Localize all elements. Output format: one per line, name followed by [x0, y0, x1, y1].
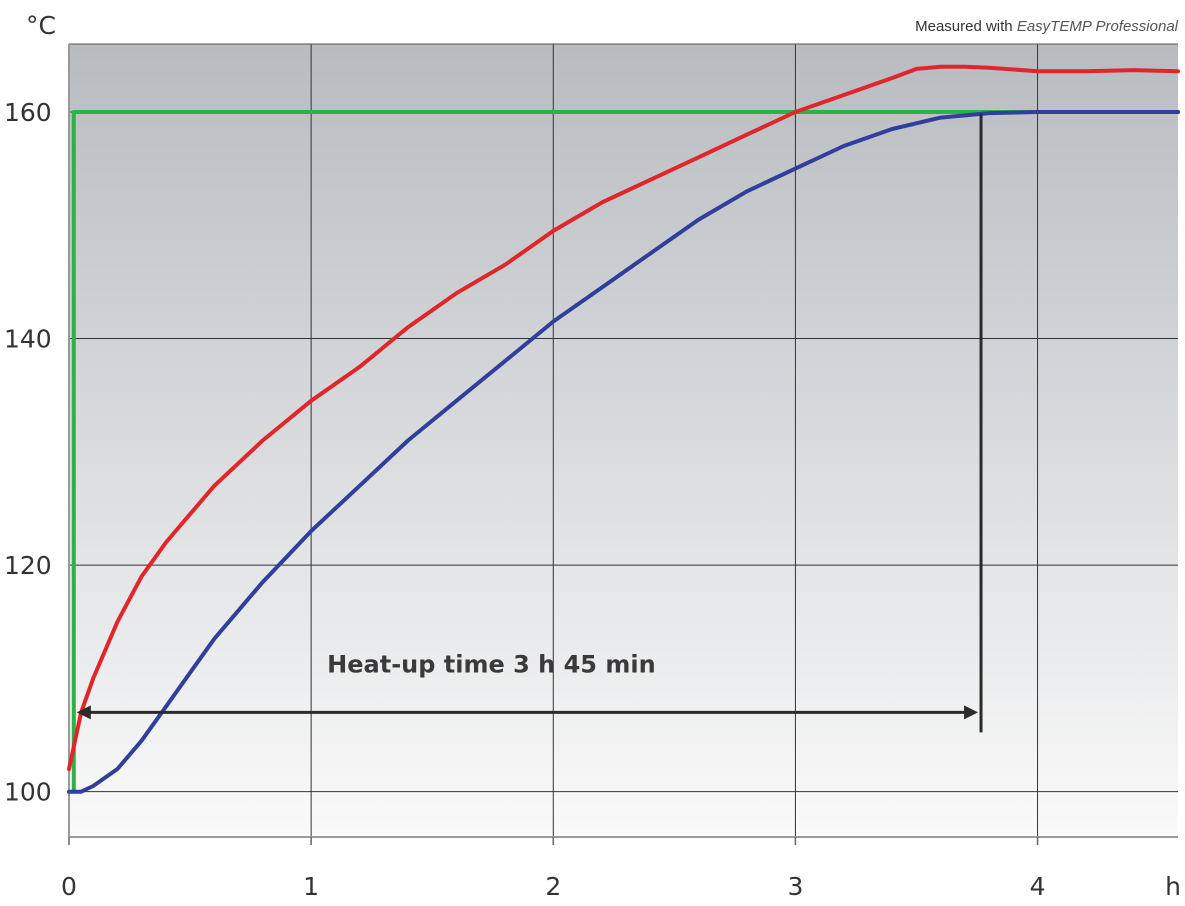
y-axis-unit: °C — [26, 11, 56, 40]
heatup-time-label: Heat-up time 3 h 45 min — [327, 650, 656, 678]
plot-background — [69, 44, 1178, 837]
measurement-note-software: EasyTEMP Professional — [1017, 18, 1179, 35]
y-tick-label: 140 — [4, 325, 52, 354]
x-tick-label: 4 — [1030, 872, 1046, 901]
y-tick-label: 100 — [4, 778, 52, 807]
grid-lines — [68, 43, 1178, 838]
setpoint-line — [71, 110, 1180, 794]
y-tick-label: 160 — [4, 98, 52, 127]
tick-labels: 0 1 2 3 4 100 120 140 160 — [4, 98, 1046, 901]
x-tick-label: 0 — [61, 872, 77, 901]
y-tick-label: 120 — [4, 551, 52, 580]
heater-temperature-line — [67, 64, 1180, 771]
x-axis-unit: h — [1165, 872, 1181, 901]
x-tick-label: 2 — [545, 872, 561, 901]
measurement-note: Measured with EasyTEMP Professional — [915, 18, 1179, 35]
measurement-note-prefix: Measured with — [915, 18, 1017, 35]
x-tick-label: 1 — [303, 872, 319, 901]
x-tick-label: 3 — [787, 872, 803, 901]
annotation-layer: Heat-up time 3 h 45 min — [76, 114, 983, 733]
